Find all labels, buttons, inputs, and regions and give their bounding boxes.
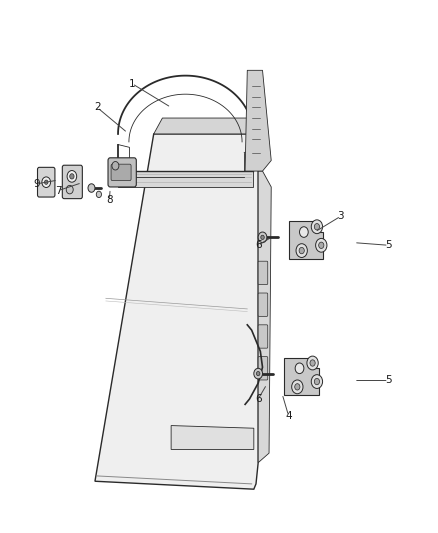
Text: 9: 9 (34, 179, 40, 189)
Polygon shape (258, 171, 271, 463)
Circle shape (299, 247, 304, 254)
Circle shape (67, 171, 77, 182)
FancyBboxPatch shape (111, 164, 131, 181)
FancyBboxPatch shape (258, 325, 268, 348)
Circle shape (296, 244, 307, 257)
Polygon shape (118, 171, 253, 187)
Circle shape (314, 223, 320, 230)
Circle shape (96, 191, 102, 198)
FancyBboxPatch shape (258, 357, 268, 380)
Text: 6: 6 (255, 394, 261, 404)
Circle shape (66, 185, 73, 194)
Circle shape (310, 360, 315, 366)
Circle shape (112, 161, 119, 170)
FancyBboxPatch shape (62, 165, 82, 199)
Polygon shape (284, 358, 319, 395)
Text: 4: 4 (285, 411, 292, 421)
Circle shape (256, 372, 260, 376)
Text: 7: 7 (55, 185, 61, 196)
Text: 8: 8 (106, 195, 113, 205)
Circle shape (319, 242, 324, 248)
FancyBboxPatch shape (38, 167, 55, 197)
Circle shape (295, 363, 304, 374)
Circle shape (254, 368, 262, 379)
Circle shape (311, 375, 322, 389)
Text: 3: 3 (338, 211, 344, 221)
Circle shape (258, 232, 267, 243)
Text: 5: 5 (385, 240, 392, 251)
FancyBboxPatch shape (258, 293, 268, 317)
Circle shape (314, 378, 320, 385)
Text: 6: 6 (255, 240, 261, 251)
Polygon shape (95, 134, 258, 489)
Circle shape (261, 235, 264, 239)
Text: 1: 1 (129, 78, 135, 88)
Circle shape (316, 238, 327, 252)
Circle shape (311, 220, 322, 233)
Circle shape (88, 184, 95, 192)
Circle shape (292, 380, 303, 394)
Circle shape (70, 174, 74, 179)
Text: 5: 5 (385, 375, 392, 385)
FancyBboxPatch shape (108, 158, 136, 187)
Text: 2: 2 (94, 102, 100, 112)
Polygon shape (289, 221, 323, 259)
Polygon shape (154, 118, 258, 134)
Polygon shape (171, 425, 254, 449)
Polygon shape (245, 70, 271, 171)
Circle shape (300, 227, 308, 237)
Circle shape (45, 180, 48, 184)
Circle shape (42, 177, 50, 188)
Circle shape (295, 384, 300, 390)
FancyBboxPatch shape (258, 261, 268, 285)
Circle shape (307, 356, 318, 370)
